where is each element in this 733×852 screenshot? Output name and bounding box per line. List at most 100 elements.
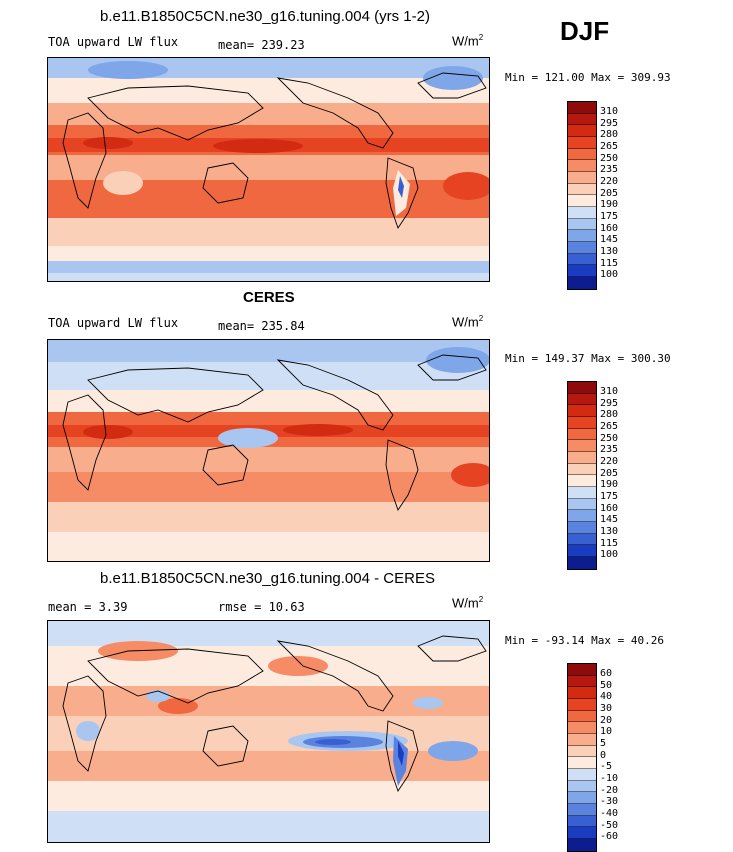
colorbar-swatch (568, 675, 596, 688)
colorbar-label: 265 (600, 420, 619, 432)
panel1-mean: mean= 239.23 (218, 38, 305, 52)
panel3-mean: mean = 3.39 (48, 600, 128, 614)
panel1-title: b.e11.B1850C5CN.ne30_g16.tuning.004 (yrs… (100, 8, 430, 25)
colorbar-swatch (568, 687, 596, 699)
colorbar-label: 280 (600, 409, 619, 421)
panel3-title: b.e11.B1850C5CN.ne30_g16.tuning.004 - CE… (100, 570, 435, 587)
colorbar-swatch (568, 265, 596, 277)
colorbar-swatch (568, 451, 596, 464)
colorbar-label: -20 (600, 784, 619, 796)
colorbar-label: 295 (600, 117, 619, 129)
colorbar-swatch (568, 475, 596, 487)
panel1-map (47, 57, 490, 282)
colorbar-label: 145 (600, 514, 619, 526)
panel2-variable: TOA upward LW flux (48, 316, 179, 330)
colorbar-swatch (568, 498, 596, 511)
colorbar-label: 145 (600, 234, 619, 246)
colorbar-label: 60 (600, 668, 613, 679)
colorbar-swatch (568, 230, 596, 242)
colorbar-label: 250 (600, 152, 619, 164)
colorbar-label: 10 (600, 726, 613, 738)
colorbar-label: 160 (600, 502, 619, 514)
colorbar-label: 265 (600, 140, 619, 152)
panel2-colorbar-labels: 310 295 280 265 250 235 220 205 190 175 … (600, 386, 618, 561)
colorbar-label: 130 (600, 245, 619, 257)
colorbar-swatch (568, 206, 596, 219)
panel2-mean: mean= 235.84 (218, 319, 305, 333)
panel2-unit: W/m2 (452, 314, 484, 330)
colorbar-swatch (568, 664, 596, 676)
colorbar-swatch (568, 722, 596, 734)
colorbar-label: 310 (600, 386, 619, 397)
colorbar-label: 190 (600, 479, 619, 491)
colorbar-label: 160 (600, 222, 619, 234)
colorbar-swatch (568, 486, 596, 499)
colorbar-swatch (568, 768, 596, 781)
colorbar-swatch (568, 815, 596, 828)
colorbar-swatch (568, 218, 596, 231)
colorbar-label: 235 (600, 164, 619, 176)
panel1-minmax: Min = 121.00 Max = 309.93 (505, 71, 671, 84)
colorbar-label: 220 (600, 455, 619, 467)
colorbar-label: 115 (600, 257, 619, 269)
colorbar-label: 175 (600, 490, 619, 502)
colorbar-swatch (568, 545, 596, 557)
colorbar-swatch (568, 698, 596, 711)
panel1-variable: TOA upward LW flux (48, 35, 179, 49)
colorbar-label: 235 (600, 444, 619, 456)
panel3-colorbar (567, 663, 597, 852)
colorbar-swatch (568, 125, 596, 137)
colorbar-swatch (568, 428, 596, 441)
colorbar-label: -50 (600, 819, 619, 831)
colorbar-swatch (568, 733, 596, 746)
panel3-rmse: rmse = 10.63 (218, 600, 305, 614)
colorbar-swatch (568, 757, 596, 769)
panel3-minmax: Min = -93.14 Max = 40.26 (505, 634, 664, 647)
season-label: DJF (560, 16, 610, 46)
colorbar-label: 5 (600, 737, 607, 749)
colorbar-swatch (568, 253, 596, 266)
colorbar-swatch (568, 556, 596, 569)
colorbar-label: 310 (600, 106, 619, 117)
colorbar-label: -30 (600, 796, 619, 808)
colorbar-label: 205 (600, 187, 619, 199)
colorbar-label: 30 (600, 702, 613, 714)
colorbar-label: 295 (600, 397, 619, 409)
colorbar-swatch (568, 241, 596, 254)
colorbar-swatch (568, 463, 596, 476)
colorbar-swatch (568, 521, 596, 534)
colorbar-label: 100 (600, 549, 619, 561)
colorbar-label: -5 (600, 761, 613, 773)
colorbar-label: 0 (600, 749, 607, 761)
panel3-colorbar-labels: 60 50 40 30 20 10 5 0 -5 -10 -20 -30 -40… (600, 668, 618, 843)
colorbar-label: 250 (600, 432, 619, 444)
colorbar-label: 205 (600, 467, 619, 479)
colorbar-label: 190 (600, 199, 619, 211)
panel2-minmax: Min = 149.37 Max = 300.30 (505, 352, 671, 365)
colorbar-swatch (568, 510, 596, 522)
colorbar-swatch (568, 136, 596, 149)
panel1-colorbar (567, 101, 597, 290)
colorbar-swatch (568, 440, 596, 452)
colorbar-swatch (568, 195, 596, 207)
colorbar-swatch (568, 160, 596, 172)
colorbar-label: 220 (600, 175, 619, 187)
colorbar-label: 280 (600, 129, 619, 141)
panel3-unit: W/m2 (452, 595, 484, 611)
colorbar-swatch (568, 382, 596, 394)
panel2-map (47, 339, 490, 562)
colorbar-label: 40 (600, 691, 613, 703)
colorbar-swatch (568, 183, 596, 196)
panel2-colorbar (567, 381, 597, 570)
colorbar-swatch (568, 838, 596, 851)
colorbar-swatch (568, 276, 596, 289)
colorbar-label: 20 (600, 714, 613, 726)
panel1-unit: W/m2 (452, 33, 484, 49)
panel3-map (47, 620, 490, 843)
panel2-title: CERES (243, 289, 295, 306)
colorbar-label: -10 (600, 772, 619, 784)
colorbar-label: 50 (600, 679, 613, 691)
colorbar-swatch (568, 745, 596, 758)
colorbar-label: 115 (600, 537, 619, 549)
colorbar-swatch (568, 803, 596, 816)
